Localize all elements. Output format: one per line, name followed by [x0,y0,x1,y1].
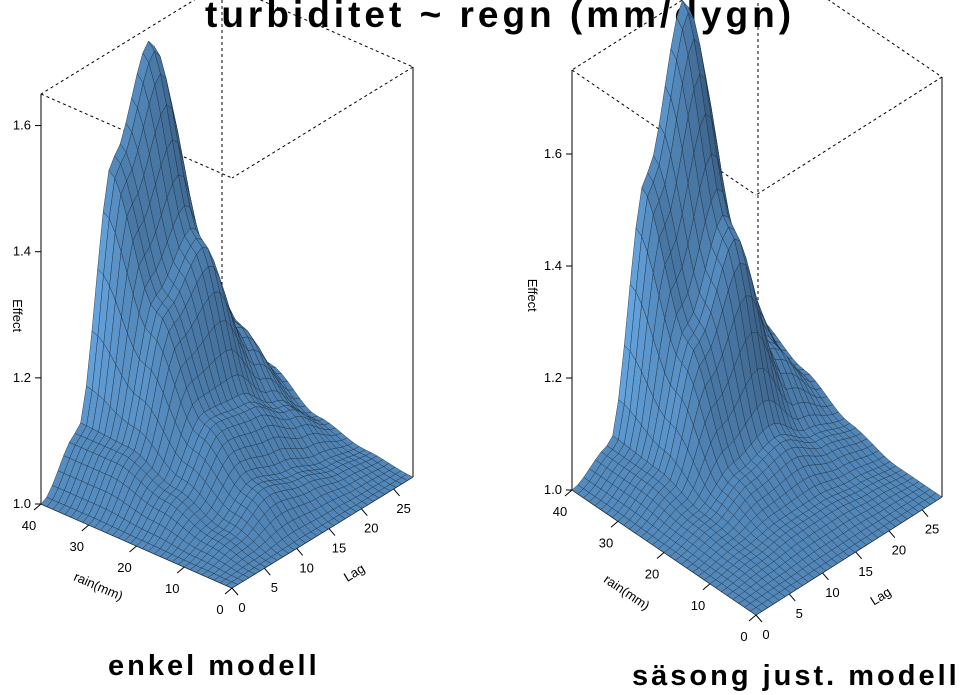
box-edge [571,0,684,71]
lag-tick [822,572,829,581]
rain-tick-label: 30 [599,535,613,550]
z-axis: 1.0 1.2 1.4 1.6 Effect [525,146,572,497]
rain-tick [176,566,185,574]
rain-tick-label: 10 [165,581,179,596]
rain-tick-label: 20 [117,560,131,575]
lag-tick-label: 0 [762,627,769,642]
z-tick-label: 1.2 [544,370,562,385]
rain-tick-label: 0 [216,602,223,617]
lag-tick [393,488,400,497]
rain-tick [610,520,619,528]
lag-tick [921,509,929,517]
right-surface-plot: 1.01.21.41.6Effect010203040rain(mm)05101… [525,0,943,644]
z-axis-title: Effect [525,279,540,312]
surface-cell [749,607,763,616]
rain-tick-label: 30 [70,539,84,554]
lag-tick-label: 0 [238,600,245,615]
lag-tick [888,530,896,539]
lag-tick-label: 5 [271,580,278,595]
lag-tick [855,551,863,560]
rain-tick-label: 20 [645,567,659,582]
right-plot-caption: säsong just. modell [632,660,960,692]
box-edge [571,69,757,196]
z-tick-label: 1.2 [13,370,31,385]
rain-tick [129,545,137,553]
lag-tick-label: 25 [925,522,939,537]
lag-tick [360,508,368,517]
z-axis-title: Effect [10,299,25,332]
left-plot-caption: enkel modell [108,650,320,682]
rain-tick [33,503,42,511]
lag-tick-label: 15 [858,564,872,579]
lag-tick-label: 10 [825,585,839,600]
lag-tick-label: 20 [364,521,378,536]
z-tick-label: 1.6 [544,146,562,161]
z-axis: 1.0 1.2 1.4 1.6 Effect [10,118,41,511]
box-edge [40,0,196,95]
surface-cell [225,581,239,589]
lag-tick [755,614,763,623]
rain-tick [564,489,573,497]
left-surface-plot: 1.01.21.41.6Effect010203040rain(mm)05101… [10,0,414,617]
z-tick-label: 1.6 [13,118,31,133]
box-edge [755,76,943,196]
rain-tick-label: 10 [691,598,705,613]
surface-mesh [571,0,943,616]
lag-axis-title: Lag [341,561,367,585]
box-edge [827,0,943,78]
lag-tick-label: 15 [332,541,346,556]
box-edge [231,66,414,179]
rain-tick-label: 40 [22,518,36,533]
lag-tick [263,567,271,576]
lag-tick [788,593,796,602]
surface-mesh [40,40,414,589]
lag-tick-label: 5 [796,606,803,621]
rain-tick [81,524,90,532]
rain-tick-label: 40 [553,504,567,519]
lag-tick-label: 25 [396,501,410,516]
box-edge [259,0,414,68]
z-tick-label: 1.0 [544,482,562,497]
lag-tick [328,528,336,536]
rain-tick [656,552,665,559]
rain-tick-label: 0 [740,629,747,644]
rain-tick [748,614,757,622]
lag-tick [231,587,239,596]
z-tick-label: 1.4 [544,258,562,273]
lag-axis-title: Lag [867,584,893,608]
z-tick-label: 1.4 [13,244,31,259]
lag-tick-label: 10 [299,560,313,575]
z-tick-label: 1.0 [13,496,31,511]
rain-tick [224,587,233,595]
rain-tick [702,583,711,591]
lag-tick [296,548,304,556]
lag-tick-label: 20 [892,543,906,558]
